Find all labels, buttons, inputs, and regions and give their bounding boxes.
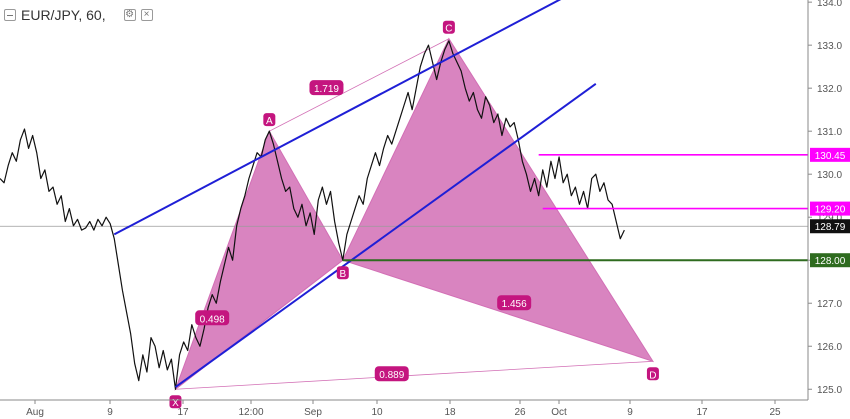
pattern-line-ac <box>269 38 450 132</box>
last-price-badge-label: 128.79 <box>815 222 846 233</box>
x-tick-label: 12:00 <box>238 407 263 418</box>
level-badge-129.20-bg <box>810 201 850 216</box>
y-tick-label: 133.0 <box>817 41 842 52</box>
channel-line-2 <box>113 0 562 236</box>
x-tick-label: Aug <box>26 407 44 418</box>
price-series-line <box>0 40 625 390</box>
level-badge-128.00-label: 128.00 <box>815 256 846 267</box>
pattern-point-B-bg <box>336 266 349 280</box>
x-tick-label: 9 <box>627 407 633 418</box>
level-badge-130.45-label: 130.45 <box>815 151 846 162</box>
x-tick-label: 26 <box>514 407 526 418</box>
y-tick-label: 132.0 <box>817 84 842 95</box>
chart-header: EUR/JPY, 60, ⚙ × <box>4 6 153 24</box>
pattern-point-X-bg <box>169 395 182 409</box>
ratio-0.889-bg <box>374 366 409 382</box>
x-tick-label: Sep <box>304 407 322 418</box>
symbol-title: EUR/JPY, 60, <box>21 7 106 23</box>
x-tick-label: 18 <box>444 407 456 418</box>
settings-icon[interactable]: ⚙ <box>123 9 136 21</box>
pattern-point-C-bg <box>442 20 455 34</box>
price-series-layer <box>0 40 808 390</box>
pattern-point-D: D <box>649 370 656 381</box>
ratio-label: 1.456 <box>502 299 527 310</box>
pattern-point-C: C <box>445 24 452 35</box>
x-tick-label: Oct <box>551 407 567 418</box>
pattern-point-X: X <box>172 398 179 409</box>
level-badge-129.20-label: 129.20 <box>815 205 846 216</box>
pattern-triangle-bcd <box>342 37 655 363</box>
x-tick-label: 10 <box>371 407 383 418</box>
ratio-label: 0.498 <box>200 314 225 325</box>
pattern-point-B: B <box>339 269 346 280</box>
pattern-point-D-bg <box>646 367 659 381</box>
y-tick-label: 127.0 <box>817 299 842 310</box>
ratio-label: 1.719 <box>314 84 339 95</box>
y-tick-label: 129.0 <box>817 213 842 224</box>
y-tick-label: 126.0 <box>817 342 842 353</box>
x-tick-label: 9 <box>107 407 113 418</box>
close-icon[interactable]: × <box>140 9 153 21</box>
y-tick-label: 134.0 <box>817 0 842 9</box>
ratio-label: 0.889 <box>379 370 404 381</box>
x-tick-label: 17 <box>696 407 708 418</box>
ratio-1.456-bg <box>497 295 532 311</box>
x-tick-label: 25 <box>769 407 781 418</box>
pattern-labels-layer: X A B C D 0.498 1.456 0.889 1.719 <box>169 20 659 409</box>
channel-line-1 <box>174 83 597 388</box>
collapse-icon[interactable] <box>4 9 16 21</box>
ratio-1.719-bg <box>309 80 344 96</box>
x-tick-label: 17 <box>177 407 189 418</box>
y-tick-label: 131.0 <box>817 127 842 138</box>
pattern-point-A: A <box>266 116 273 127</box>
pattern-point-A-bg <box>263 113 276 127</box>
ratio-0.498-bg <box>195 310 230 326</box>
level-badge-128.00-bg <box>810 253 850 268</box>
y-tick-label: 130.0 <box>817 170 842 181</box>
y-tick-label: 125.0 <box>817 385 842 396</box>
pattern-triangle-xab <box>174 129 344 391</box>
last-price-badge-bg <box>810 219 850 234</box>
pattern-line-xd <box>175 360 653 390</box>
level-badge-130.45-bg <box>810 147 850 162</box>
drawing-lines-layer <box>113 0 808 388</box>
